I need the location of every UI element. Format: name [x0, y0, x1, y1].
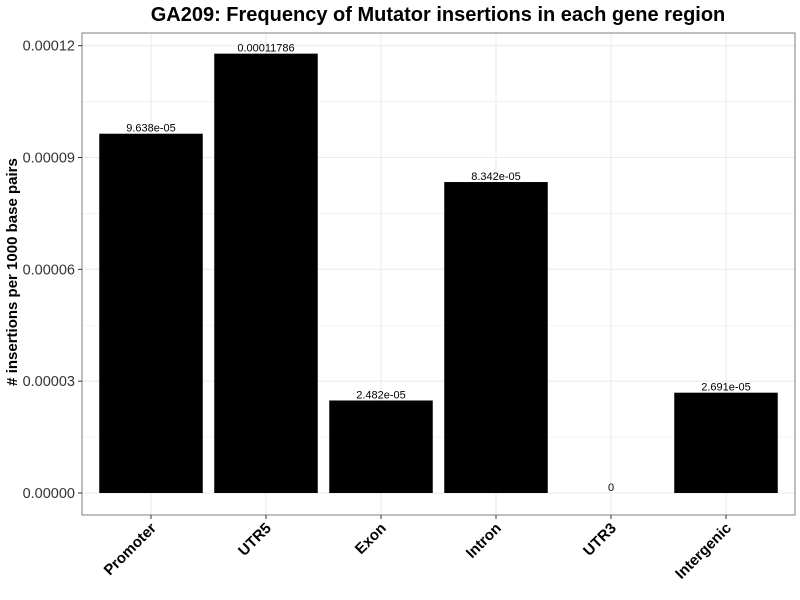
x-axis-ticks: Promoter UTR5 Exon Intron UTR3 Intergenic	[101, 515, 735, 583]
data-label-promoter: 9.638e-05	[126, 123, 176, 135]
y-tick-label: 0.00000	[23, 486, 75, 502]
panel-border	[81, 32, 796, 516]
bars	[99, 53, 778, 494]
y-axis-ticks: 0.00000 0.00003 0.00006 0.00009 0.00012	[23, 39, 82, 502]
y-tick-label: 0.00006	[23, 262, 75, 278]
bar-utr5	[214, 53, 318, 494]
x-tick-label-utr3: UTR3	[580, 520, 620, 560]
y-axis-label: # insertions per 1000 base pairs	[4, 158, 21, 386]
bar-intron	[444, 182, 548, 494]
data-labels: 9.638e-05 0.00011786 2.482e-05 8.342e-05 0 2.…	[126, 43, 751, 494]
y-tick-label: 0.00003	[23, 374, 75, 390]
data-label-intron: 8.342e-05	[471, 171, 521, 183]
chart-title: GA209: Frequency of Mutator insertions i…	[151, 4, 726, 26]
data-label-exon: 2.482e-05	[356, 389, 406, 401]
x-tick-label-utr5: UTR5	[235, 520, 275, 560]
data-label-utr3: 0	[608, 482, 614, 494]
data-label-utr5: 0.00011786	[237, 43, 294, 55]
x-tick-label-intron: Intron	[463, 520, 505, 562]
bar-exon	[329, 400, 433, 494]
y-tick-label: 0.00009	[23, 151, 75, 167]
bar-promoter	[99, 133, 203, 494]
x-tick-label-intergenic: Intergenic	[672, 520, 735, 583]
bar-intergenic	[674, 392, 778, 494]
x-tick-label-exon: Exon	[352, 520, 390, 558]
data-label-intergenic: 2.691e-05	[701, 382, 751, 394]
x-tick-label-promoter: Promoter	[101, 520, 160, 579]
y-tick-label: 0.00012	[23, 39, 75, 55]
